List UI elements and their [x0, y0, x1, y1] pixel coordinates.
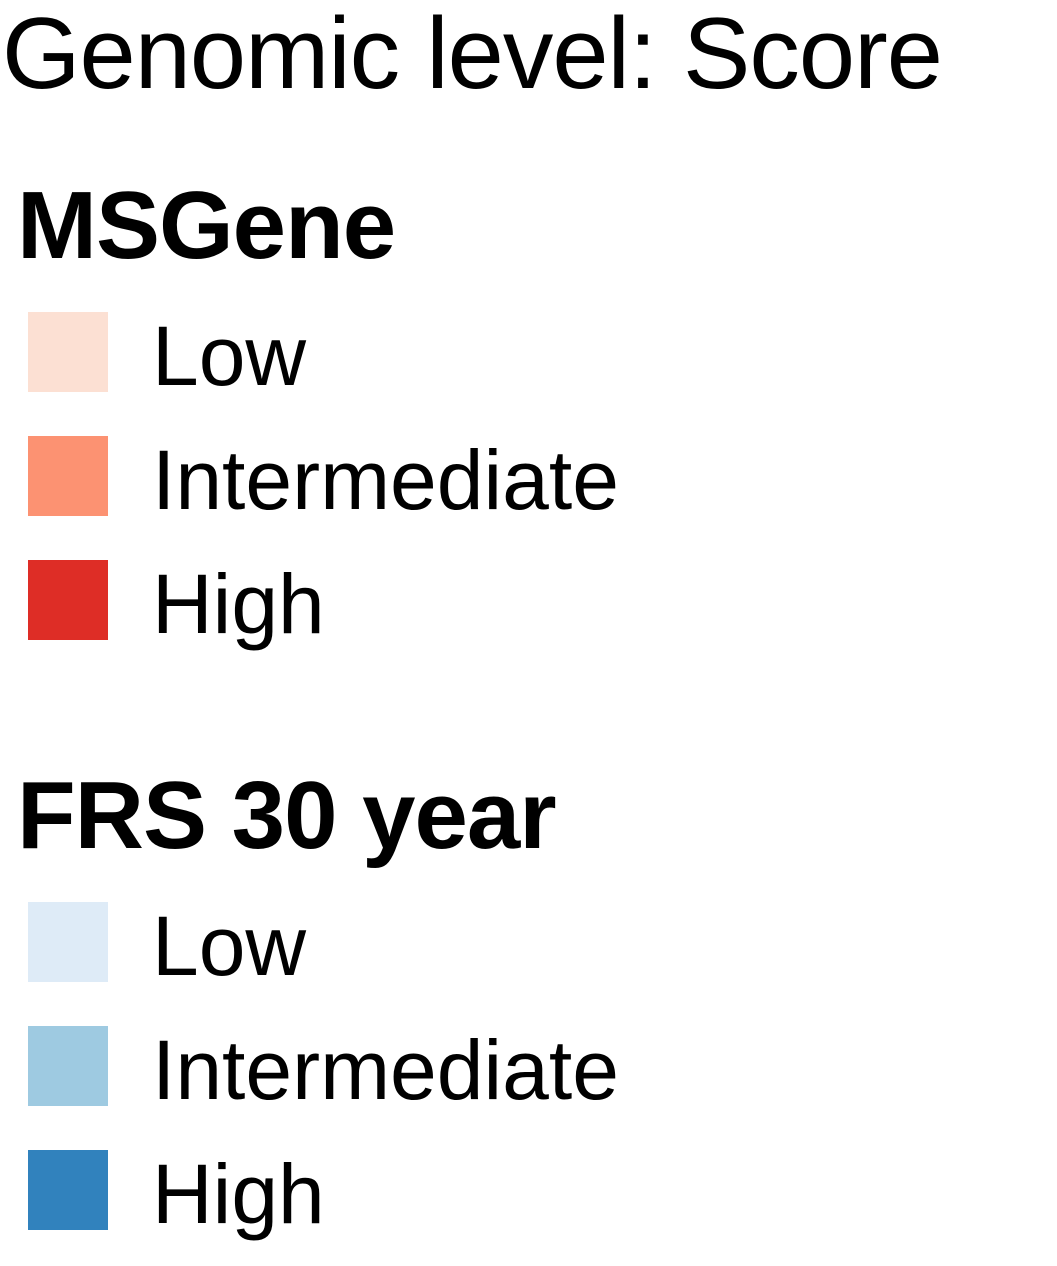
legend-item-frs-intermediate: Intermediate: [28, 1026, 928, 1112]
legend-item-frs-high: High: [28, 1150, 928, 1236]
legend-item-msgene-intermediate: Intermediate: [28, 436, 928, 522]
legend-label: Intermediate: [152, 433, 619, 527]
legend-swatch: [28, 902, 108, 982]
legend-label: High: [152, 1147, 325, 1241]
legend-swatch: [28, 312, 108, 392]
legend-item-frs-low: Low: [28, 902, 928, 988]
legend-label: Intermediate: [152, 1023, 619, 1117]
legend-title: Genomic level: Score: [2, 0, 943, 110]
legend-item-msgene-low: Low: [28, 312, 928, 398]
legend-label: High: [152, 557, 325, 651]
legend-swatch: [28, 1026, 108, 1106]
legend-item-msgene-high: High: [28, 560, 928, 646]
legend-swatch: [28, 1150, 108, 1230]
legend-swatch: [28, 436, 108, 516]
legend-swatch: [28, 560, 108, 640]
legend-group-title: MSGene: [17, 172, 396, 279]
legend-label: Low: [152, 899, 307, 993]
legend-label: Low: [152, 309, 307, 403]
legend-group-title: FRS 30 year: [17, 762, 557, 869]
